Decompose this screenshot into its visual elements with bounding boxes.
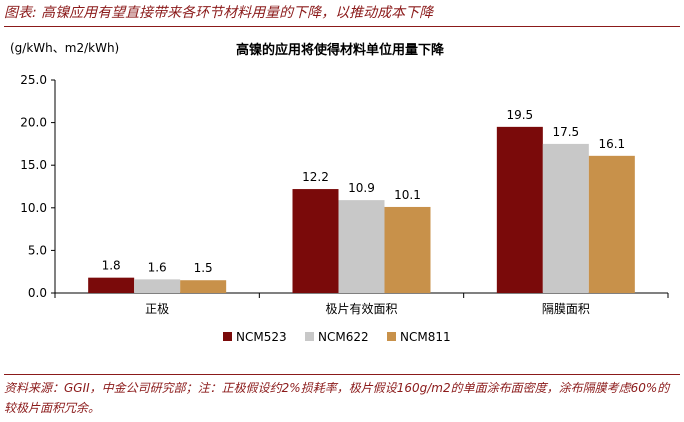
unit-label: (g/kWh、m2/kWh): [10, 41, 119, 55]
bar-ncm523: [88, 277, 135, 293]
bars: 1.8 1.6 1.5 12.2 10.9 10.1 19.5 17.5 16.1: [88, 108, 635, 293]
data-label: 19.5: [506, 108, 533, 122]
y-tick-label: 20.0: [20, 116, 47, 130]
y-tick-label: 25.0: [20, 73, 47, 87]
bar-ncm523: [292, 189, 339, 293]
bar-ncm622: [542, 143, 589, 293]
x-category-label: 隔膜面积: [542, 302, 590, 316]
y-tick-label: 0.0: [28, 286, 47, 300]
y-axis: 0.0 5.0 10.0 15.0 20.0 25.0: [20, 73, 56, 300]
data-label: 1.6: [148, 260, 167, 274]
bar-ncm811: [180, 280, 227, 293]
legend-swatch: [223, 332, 232, 341]
y-tick-label: 5.0: [28, 243, 47, 257]
data-label: 10.9: [348, 181, 375, 195]
legend: NCM523 NCM622 NCM811: [223, 330, 451, 344]
data-label: 10.1: [394, 188, 421, 202]
bar-chart: 高镍的应用将使得材料单位用量下降 (g/kWh、m2/kWh) 0.0 5.0 10…: [10, 41, 669, 344]
x-axis: 正极 极片有效面积 隔膜面积: [54, 292, 669, 316]
data-label: 17.5: [552, 125, 579, 139]
source-note: 资料来源：GGII，中金公司研究部；注：正极假设约2%损耗率，极片假设160g/…: [4, 374, 680, 418]
bar-ncm622: [338, 200, 385, 293]
bar-ncm811: [384, 206, 431, 293]
legend-swatch: [387, 332, 396, 341]
x-category-label: 正极: [145, 302, 169, 316]
data-label: 1.8: [102, 259, 121, 273]
figure-title: 图表: 高镍应用有望直接带来各环节材料用量的下降，以推动成本下降: [4, 4, 680, 27]
x-category-label: 极片有效面积: [325, 301, 397, 316]
chart-title: 高镍的应用将使得材料单位用量下降: [236, 42, 445, 58]
bar-ncm622: [134, 279, 181, 293]
bar-ncm523: [496, 126, 543, 293]
y-tick-label: 15.0: [20, 158, 47, 172]
legend-label: NCM811: [400, 330, 451, 344]
data-label: 16.1: [598, 137, 625, 151]
legend-label: NCM622: [318, 330, 369, 344]
legend-swatch: [305, 332, 314, 341]
legend-label: NCM523: [236, 330, 287, 344]
bar-ncm811: [588, 155, 635, 293]
y-tick-label: 10.0: [20, 201, 47, 215]
data-label: 1.5: [194, 261, 213, 275]
data-label: 12.2: [302, 170, 329, 184]
